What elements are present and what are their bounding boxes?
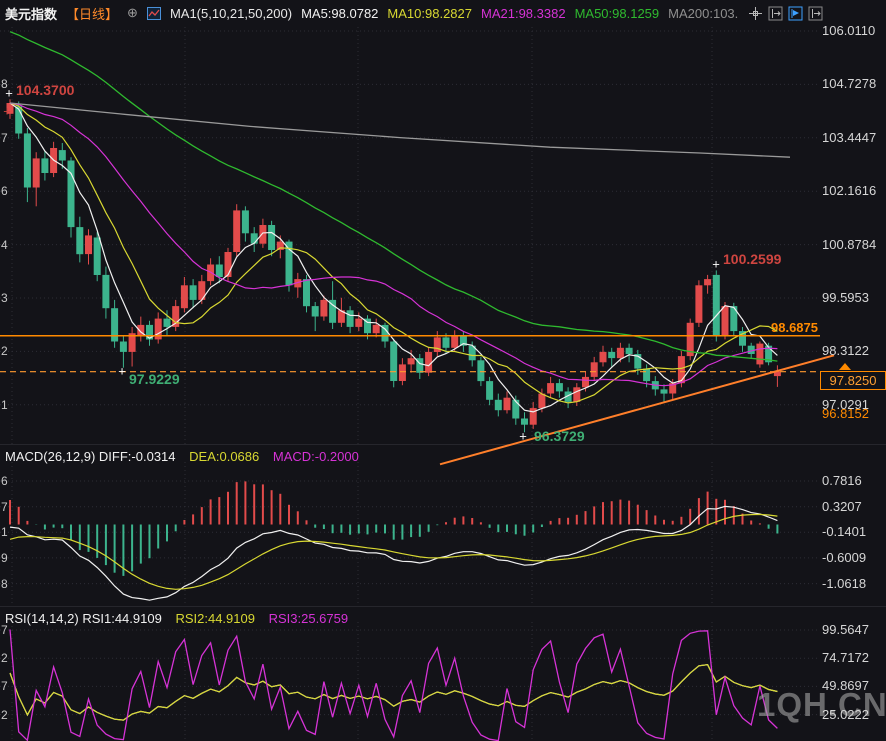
- price-up-arrow-icon: [839, 363, 851, 370]
- current-price-badge: 97.8250: [820, 371, 886, 390]
- rsi3-label: RSI3:25.6759: [268, 611, 349, 626]
- ma50-value: MA50:98.1259: [574, 5, 660, 21]
- chart-toolbar: [747, 5, 823, 21]
- chart-header-bar: 美元指数 【日线】 ⊕ MA1(5,10,21,50,200) MA5:98.0…: [0, 0, 886, 26]
- resistance-price-label: 98.6875: [771, 320, 818, 335]
- period-selector[interactable]: 【日线】: [66, 6, 119, 22]
- rsi-legend: RSI(14,14,2) RSI1:44.9109 RSI2:44.9109 R…: [5, 611, 358, 626]
- ma21-value: MA21:98.3382: [481, 5, 566, 21]
- symbol-name: 美元指数: [5, 6, 58, 22]
- svg-text:+: +: [118, 364, 126, 379]
- svg-text:+: +: [519, 428, 527, 443]
- axis-scale-icon[interactable]: [767, 5, 783, 21]
- rsi1-label: RSI(14,14,2) RSI1:44.9109: [5, 611, 162, 626]
- ma200-value: MA200:103.: [668, 5, 739, 21]
- ma5-value: MA5:98.0782: [301, 5, 379, 21]
- ma-group-label[interactable]: MA1(5,10,21,50,200): [169, 5, 293, 21]
- svg-text:+: +: [712, 256, 720, 271]
- rsi2-label: RSI2:44.9109: [175, 611, 255, 626]
- watermark: 1QH.CN: [757, 686, 886, 723]
- exit-right-icon[interactable]: [807, 5, 823, 21]
- svg-text:+: +: [5, 85, 13, 100]
- macd-dea-label: DEA:0.0686: [189, 449, 260, 464]
- drawing-flag-icon[interactable]: [787, 5, 803, 21]
- ma10-value: MA10:98.2827: [387, 5, 472, 21]
- svg-text:+: +: [3, 103, 11, 118]
- indicator-mini-chart-icon[interactable]: [146, 5, 161, 21]
- macd-diff-label: MACD(26,12,9) DIFF:-0.0314: [5, 449, 176, 464]
- crosshair-icon[interactable]: [747, 5, 763, 21]
- trendline-price-label: 96.8152: [822, 406, 869, 421]
- expand-icon[interactable]: ⊕: [127, 5, 138, 20]
- macd-macd-label: MACD:-0.2000: [272, 449, 359, 464]
- macd-legend: MACD(26,12,9) DIFF:-0.0314 DEA:0.0686 MA…: [5, 449, 369, 464]
